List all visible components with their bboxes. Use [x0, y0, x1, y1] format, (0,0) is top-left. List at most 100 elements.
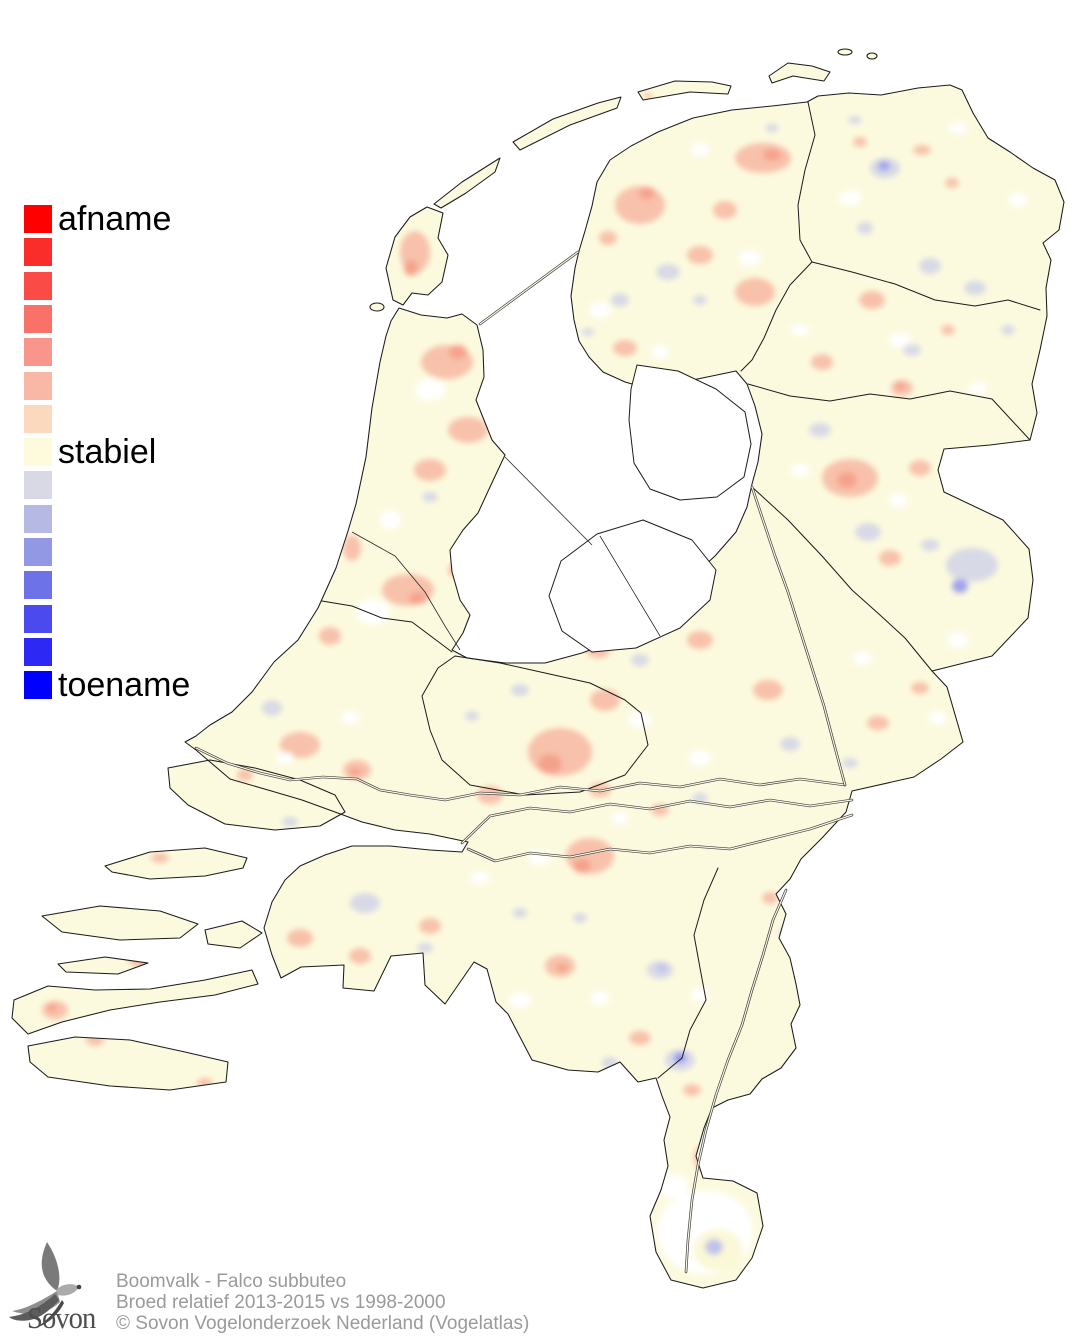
density-blob [811, 354, 833, 370]
density-blob [683, 1084, 701, 1096]
density-blob [929, 711, 947, 725]
density-blob [551, 331, 569, 345]
density-blob [919, 258, 941, 274]
density-blob [611, 293, 629, 307]
density-blob [590, 689, 620, 711]
density-blob [921, 539, 939, 551]
density-blob [740, 1110, 756, 1122]
density-blob [867, 716, 889, 730]
caption-copyright: © Sovon Vogelonderzoek Nederland (Vogela… [116, 1313, 530, 1334]
density-blob [47, 1004, 57, 1012]
density-blob [941, 325, 955, 335]
density-blob [319, 627, 341, 645]
density-blob [237, 769, 253, 781]
density-blob [739, 250, 761, 266]
density-blob [763, 149, 781, 161]
sovon-logo-text: Sovon [27, 1300, 96, 1335]
density-blob [947, 632, 969, 648]
density-blob [538, 754, 562, 774]
density-blob [656, 264, 680, 280]
density-blob [945, 178, 959, 188]
density-blob [276, 752, 294, 764]
density-blob [689, 750, 711, 766]
density-blob [527, 286, 553, 304]
density-blob [414, 459, 446, 481]
density-blob [889, 493, 907, 507]
density-blob [903, 344, 921, 356]
density-blob [422, 492, 438, 502]
caption-period: Broed relatief 2013-2015 vs 1998-2000 [116, 1292, 446, 1313]
density-blob [853, 651, 871, 665]
density-blob [964, 281, 986, 295]
density-blob [687, 246, 713, 264]
density-blob [656, 1174, 688, 1198]
density-blob [848, 116, 862, 124]
density-blob [407, 991, 433, 1009]
density-blob [611, 812, 629, 824]
density-blob [573, 913, 587, 923]
density-blob [287, 929, 313, 947]
density-blob [573, 859, 591, 873]
density-blob [791, 324, 809, 336]
density-blob [86, 1034, 104, 1046]
density-blob [687, 631, 713, 649]
density-blob [809, 423, 831, 437]
density-blob [780, 737, 800, 751]
density-blob [125, 889, 135, 895]
province-borders [321, 101, 1041, 1079]
density-blob [674, 1053, 686, 1063]
density-blob [186, 1020, 204, 1032]
density-blob [946, 548, 998, 582]
density-blob [556, 964, 568, 972]
density-blob [197, 1078, 213, 1088]
density-blob [651, 345, 669, 359]
density-blob [837, 472, 857, 488]
density-blob [713, 201, 737, 219]
density-blob [582, 328, 594, 336]
density-blob [855, 523, 881, 541]
density-blob [725, 1103, 765, 1133]
density-blob [591, 991, 609, 1005]
density-blob [382, 574, 434, 606]
density-blob [913, 145, 931, 155]
density-blob [909, 460, 931, 476]
density-blob [952, 579, 968, 593]
density-blob [409, 592, 427, 604]
density-blob [349, 948, 371, 964]
density-blob [859, 291, 885, 309]
density-blob [262, 700, 282, 716]
density-blob [631, 654, 649, 666]
density-blob [693, 295, 707, 305]
density-blob [151, 853, 169, 863]
density-blob [511, 684, 529, 696]
density-blob [349, 768, 361, 776]
density-blob [465, 711, 479, 721]
density-blob [589, 302, 611, 318]
density-blob [842, 758, 858, 768]
density-blob [602, 1057, 618, 1069]
density-blob [477, 786, 503, 804]
density-blob [762, 892, 778, 904]
density-blob [911, 682, 929, 694]
density-blob [1009, 193, 1027, 207]
density-blob [404, 260, 418, 276]
density-blob [350, 893, 380, 913]
density-blob [791, 463, 809, 477]
density-blob [639, 187, 655, 199]
density-blob [341, 711, 359, 725]
density-blob [599, 231, 617, 245]
density-blob [857, 222, 873, 234]
density-blob [705, 1239, 723, 1255]
density-blob [417, 943, 433, 953]
density-blob [629, 1031, 651, 1045]
density-blob [419, 918, 441, 934]
density-blob [280, 732, 320, 758]
density-blob [691, 143, 709, 157]
map-caption: Boomvalk - Falco subbuteo Broed relatief… [116, 1271, 529, 1334]
density-blob [949, 122, 967, 134]
density-blob [509, 992, 531, 1008]
density-blob [895, 382, 905, 390]
density-blob [839, 191, 861, 205]
